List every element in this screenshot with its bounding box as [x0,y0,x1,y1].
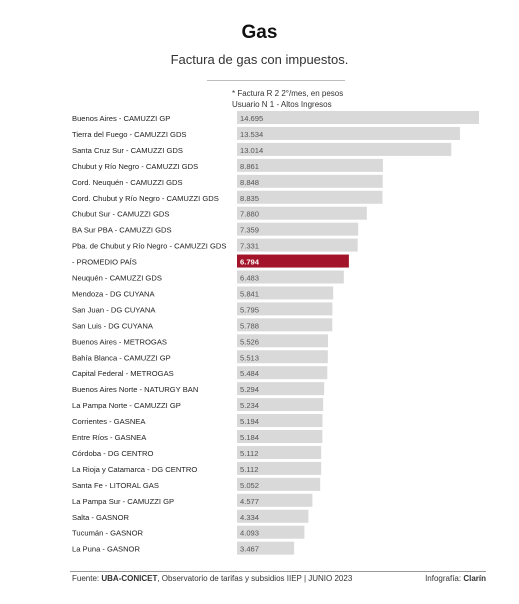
value-label: 13.534 [240,130,263,139]
category-label: La Pampa Sur - CAMUZZI GP [72,497,174,506]
bar [237,174,383,188]
footer-divider [70,571,486,572]
bar [237,286,334,300]
value-label: 7.331 [240,242,259,251]
chart-subtitle: Factura de gas con impuestos. [170,52,349,67]
value-label: 5.112 [240,465,258,474]
value-label: 5.112 [240,449,258,458]
credit-brand: Clarín [463,574,486,583]
source-detail: , Observatorio de tarifas y subsidios II… [157,574,353,583]
value-label: 5.795 [240,305,259,314]
category-label: Bahía Blanca - CAMUZZI GP [72,353,171,362]
bar [237,190,383,204]
category-label: Cord. Chubut y Río Negro - CAMUZZI GDS [72,194,219,203]
bar [237,270,344,284]
category-label: BA Sur PBA - CAMUZZI GDS [72,226,172,235]
bar [237,414,323,428]
value-label: 4.093 [240,529,259,538]
bar [237,126,460,140]
category-label: Corrientes - GASNEA [72,417,146,426]
unit-note: * Factura R 2 2°/mes, en pesos Usuario N… [232,88,343,110]
value-label: 8.861 [240,162,259,171]
category-label: Santa Cruz Sur - CAMUZZI GDS [72,146,183,155]
category-label: Tierra del Fuego - CAMUZZI GDS [72,130,187,139]
bar [237,525,305,539]
bar [237,350,328,364]
value-label: 6.483 [240,274,259,283]
chart-title: Gas [241,22,278,43]
value-label: 7.359 [240,226,259,235]
category-label: La Rioja y Catamarca - DG CENTRO [72,465,197,474]
category-label: San Luis - DG CUYANA [72,321,154,330]
value-label: 5.841 [240,289,259,298]
value-label: 5.513 [240,353,259,362]
bar [237,461,322,475]
value-label: 5.526 [240,337,259,346]
category-label: Buenos Aires - METROGAS [72,337,167,346]
bar [237,238,358,252]
unit-note-line-2: Usuario N 1 - Altos Ingresos [232,100,332,109]
category-label: Chubut y Río Negro - CAMUZZI GDS [72,162,198,171]
category-label: Neuquén - CAMUZZI GDS [72,274,162,283]
bar [237,445,322,459]
bar [237,366,328,380]
value-label: 4.577 [240,497,259,506]
credit-note: Infografía: Clarín [425,574,486,583]
category-label: Capital Federal - METROGAS [72,369,174,378]
source-note: Fuente: UBA-CONICET, Observatorio de tar… [72,574,352,583]
category-label: - PROMEDIO PAÍS [72,258,137,267]
bar [237,158,383,172]
category-label: Salta - GASNOR [72,513,129,522]
category-label: La Puna - GASNOR [72,545,140,554]
category-label: Chubut Sur - CAMUZZI GDS [72,210,169,219]
bar [237,430,323,443]
bar [237,206,367,220]
category-label: Mendoza - DG CUYANA [72,289,156,298]
category-label: Córdoba - DG CENTRO [72,449,154,458]
unit-note-line-1: * Factura R 2 2°/mes, en pesos [232,89,344,98]
bar [237,334,328,348]
bar [237,142,452,156]
value-label: 6.794 [240,258,260,267]
category-label: Buenos Aires - CAMUZZI GP [72,114,170,123]
bar [237,382,325,396]
value-label: 5.484 [240,369,259,378]
category-label: La Pampa Norte - CAMUZZI GP [72,401,181,410]
bar [237,509,309,523]
value-label: 5.294 [240,385,259,394]
value-label: 13.014 [240,146,263,155]
category-label: Entre Ríos - GASNEA [72,433,147,442]
subtitle-divider [207,80,345,81]
bar [237,477,321,491]
category-label: Pba. de Chubut y Río Negro - CAMUZZI GDS [72,242,226,251]
category-label: Buenos Aires Norte - NATURGY BAN [72,385,198,394]
source-org: UBA-CONICET [101,574,158,583]
bar [237,541,295,555]
value-label: 3.467 [240,545,259,554]
category-label: Cord. Neuquén - CAMUZZI GDS [72,178,183,187]
bar [237,111,479,124]
value-label: 7.880 [240,210,259,219]
value-label: 14.695 [240,114,263,123]
value-label: 5.234 [240,401,259,410]
bar [237,493,313,507]
value-label: 5.788 [240,321,259,330]
bar [237,222,359,236]
bar [237,398,324,412]
credit-prefix: Infografía: [425,574,464,583]
bar [237,302,333,316]
category-label: Santa Fe - LITORAL GAS [72,481,159,490]
value-label: 5.184 [240,433,259,442]
category-label: San Juan - DG CUYANA [72,305,156,314]
value-label: 5.194 [240,417,259,426]
bar [237,318,333,332]
value-label: 8.835 [240,194,259,203]
source-prefix: Fuente: [72,574,102,583]
value-label: 5.052 [240,481,259,490]
value-label: 4.334 [240,513,259,522]
category-label: Tucumán - GASNOR [72,529,144,538]
value-label: 8.848 [240,178,259,187]
average-bar [237,254,349,268]
